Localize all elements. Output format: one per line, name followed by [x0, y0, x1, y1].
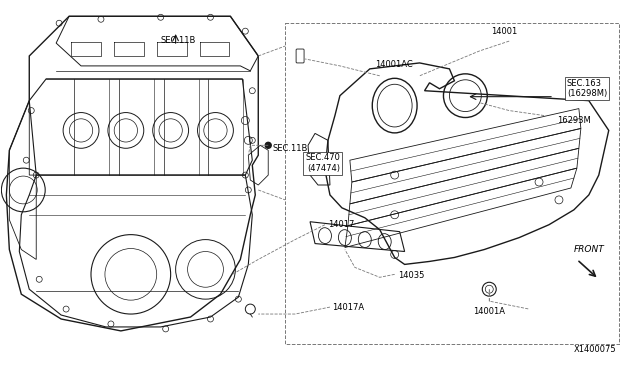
Text: X1400075: X1400075: [574, 345, 617, 354]
Text: 14001AC: 14001AC: [375, 60, 413, 69]
Text: FRONT: FRONT: [574, 246, 605, 254]
Text: SEC.163
(16298M): SEC.163 (16298M): [567, 79, 607, 99]
Text: 14001: 14001: [491, 27, 517, 36]
Text: 14017A: 14017A: [332, 302, 364, 312]
Text: 14017: 14017: [328, 220, 355, 229]
Text: 14001A: 14001A: [473, 307, 505, 316]
Text: SEC.11B: SEC.11B: [161, 36, 196, 45]
Text: SEC.11B: SEC.11B: [272, 144, 308, 153]
Text: 14035: 14035: [397, 271, 424, 280]
Circle shape: [265, 142, 271, 148]
Text: SEC.470
(47474): SEC.470 (47474): [305, 154, 340, 173]
Text: 16293M: 16293M: [557, 116, 591, 125]
